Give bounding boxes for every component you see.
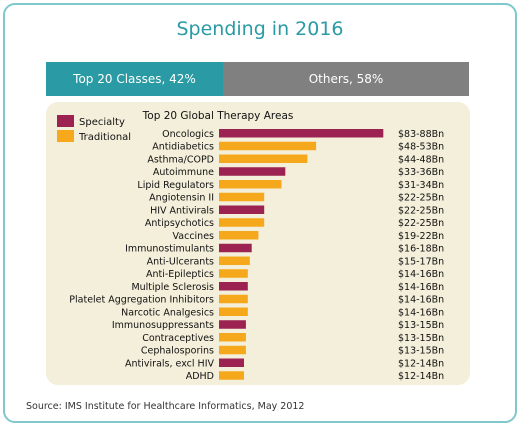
- bar-hiv-antivirals: [219, 205, 265, 214]
- split-others-segment: Others, 58%: [223, 62, 469, 96]
- legend-label-traditional: Traditional: [78, 132, 131, 143]
- value-label-adhd: $12-14Bn: [398, 371, 444, 382]
- category-label-lipid-regulators: Lipid Regulators: [137, 180, 214, 191]
- bar-narcotic-analgesics: [219, 307, 248, 316]
- value-label-antidiabetics: $48-53Bn: [398, 142, 444, 153]
- bar-lipid-regulators: [219, 180, 282, 189]
- bar-adhd: [219, 371, 244, 380]
- category-label-oncologics: Oncologics: [162, 129, 214, 140]
- bar-autoimmune: [219, 167, 286, 176]
- value-label-hiv-antivirals: $22-25Bn: [398, 205, 444, 216]
- bar-antivirals-excl-hiv: [219, 358, 244, 367]
- split-top20-segment: Top 20 Classes, 42%: [46, 62, 223, 96]
- value-label-antipsychotics: $22-25Bn: [398, 218, 444, 229]
- category-label-angiotensin-ii: Angiotensin II: [149, 193, 214, 204]
- bar-anti-epileptics: [219, 269, 248, 278]
- value-label-vaccines: $19-22Bn: [398, 231, 444, 242]
- category-label-antidiabetics: Antidiabetics: [152, 142, 214, 153]
- bar-contraceptives: [219, 333, 246, 342]
- bar-anti-ulcerants: [219, 256, 250, 265]
- category-label-hiv-antivirals: HIV Antivirals: [150, 205, 214, 216]
- category-label-adhd: ADHD: [186, 371, 214, 382]
- category-label-multiple-sclerosis: Multiple Sclerosis: [131, 282, 214, 293]
- legend-label-specialty: Specialty: [79, 117, 125, 128]
- bar-immunosuppressants: [219, 320, 246, 329]
- legend-swatch-traditional: [57, 130, 74, 142]
- bar-platelet-aggregation-inhibitors: [219, 294, 248, 304]
- value-label-narcotic-analgesics: $14-16Bn: [398, 307, 444, 318]
- category-label-immunostimulants: Immunostimulants: [125, 244, 214, 255]
- value-label-immunosuppressants: $13-15Bn: [398, 320, 444, 331]
- category-label-asthma-copd: Asthma/COPD: [147, 154, 214, 165]
- value-label-immunostimulants: $16-18Bn: [398, 244, 444, 255]
- value-label-platelet-aggregation-inhibitors: $14-16Bn: [398, 295, 444, 306]
- value-label-cephalosporins: $13-15Bn: [398, 346, 444, 357]
- bar-asthma-copd: [219, 154, 308, 163]
- value-label-anti-epileptics: $14-16Bn: [398, 269, 444, 280]
- category-label-anti-ulcerants: Anti-Ulcerants: [147, 256, 214, 267]
- category-label-autoimmune: Autoimmune: [153, 167, 214, 178]
- legend-swatch-specialty: [57, 115, 74, 127]
- category-label-antipsychotics: Antipsychotics: [145, 218, 214, 229]
- value-label-anti-ulcerants: $15-17Bn: [398, 256, 444, 267]
- value-label-oncologics: $83-88Bn: [398, 129, 444, 140]
- value-label-angiotensin-ii: $22-25Bn: [398, 193, 444, 204]
- category-label-cephalosporins: Cephalosporins: [141, 346, 214, 357]
- bar-multiple-sclerosis: [219, 282, 248, 291]
- chart-title: Spending in 2016: [176, 18, 344, 40]
- bar-antipsychotics: [219, 218, 265, 227]
- bar-antidiabetics: [219, 141, 317, 151]
- bar-angiotensin-ii: [219, 192, 265, 202]
- bar-oncologics: [219, 129, 384, 138]
- value-label-antivirals-excl-hiv: $12-14Bn: [398, 358, 444, 369]
- category-label-vaccines: Vaccines: [173, 231, 215, 242]
- chart-subtitle: Top 20 Global Therapy Areas: [142, 110, 294, 122]
- category-label-platelet-aggregation-inhibitors: Platelet Aggregation Inhibitors: [69, 295, 214, 306]
- source-note: Source: IMS Institute for Healthcare Inf…: [26, 401, 305, 412]
- category-label-immunosuppressants: Immunosuppressants: [112, 320, 214, 331]
- value-label-asthma-copd: $44-48Bn: [398, 154, 444, 165]
- category-label-anti-epileptics: Anti-Epileptics: [146, 269, 214, 280]
- value-label-autoimmune: $33-36Bn: [398, 167, 444, 178]
- value-label-multiple-sclerosis: $14-16Bn: [398, 282, 444, 293]
- category-label-contraceptives: Contraceptives: [142, 333, 214, 344]
- bar-immunostimulants: [219, 243, 252, 253]
- bar-vaccines: [219, 231, 259, 240]
- value-label-lipid-regulators: $31-34Bn: [398, 180, 444, 191]
- value-label-contraceptives: $13-15Bn: [398, 333, 444, 344]
- category-label-antivirals-excl-hiv: Antivirals, excl HIV: [125, 358, 214, 369]
- category-label-narcotic-analgesics: Narcotic Analgesics: [121, 307, 214, 318]
- bar-cephalosporins: [219, 345, 246, 355]
